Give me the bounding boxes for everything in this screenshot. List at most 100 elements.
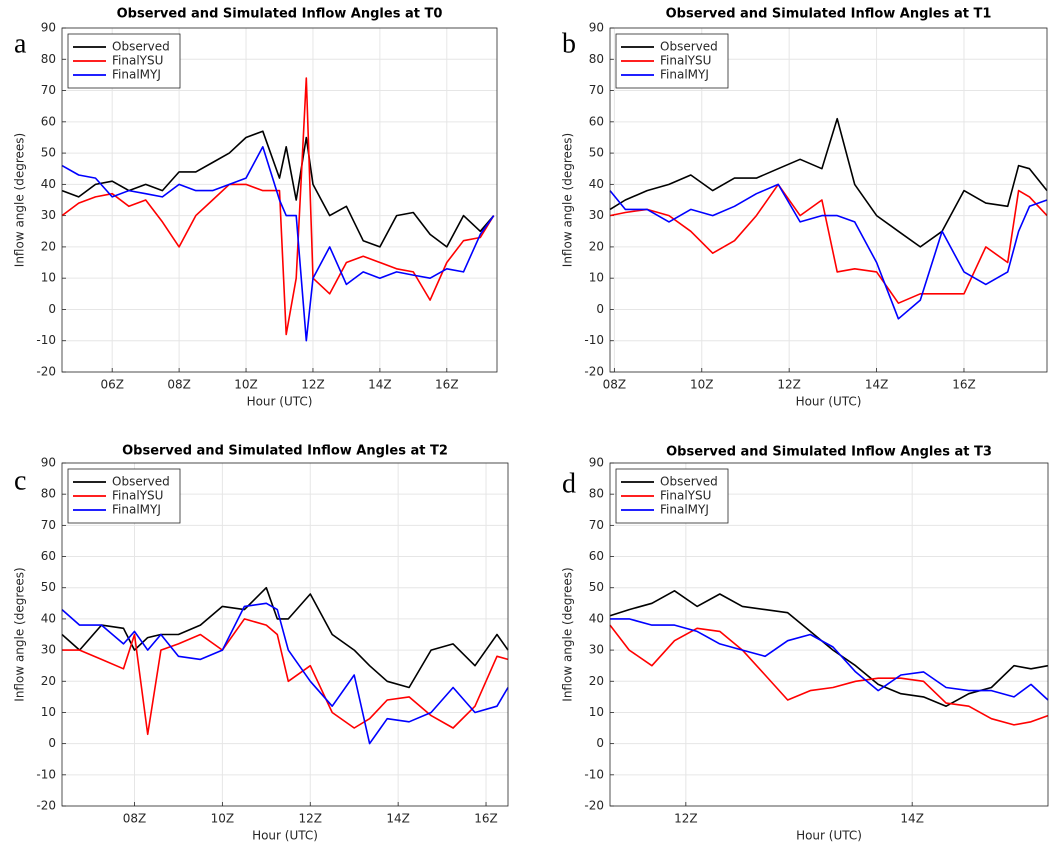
x-tick-label: 16Z xyxy=(952,378,976,392)
y-tick-label: 20 xyxy=(589,674,604,688)
y-tick-label: -20 xyxy=(584,365,604,379)
series-line xyxy=(609,183,1048,304)
x-tick-label: 14Z xyxy=(865,378,889,392)
y-tick-label: 60 xyxy=(41,114,56,128)
legend-label: FinalMYJ xyxy=(660,503,709,517)
plot-frame xyxy=(609,462,1049,807)
legend-label: FinalYSU xyxy=(660,54,711,68)
panel-label: a xyxy=(14,28,27,59)
y-tick-label: -10 xyxy=(36,767,56,781)
y-tick-label: 30 xyxy=(589,208,604,222)
y-tick-label: 80 xyxy=(589,487,604,501)
x-tick-label: 14Z xyxy=(900,812,924,826)
y-tick-label: 80 xyxy=(41,52,56,66)
y-tick-label: 10 xyxy=(41,705,56,719)
x-axis-label: Hour (UTC) xyxy=(796,395,862,409)
y-tick-label: 20 xyxy=(41,674,56,688)
y-tick-label: -20 xyxy=(36,365,56,379)
y-tick-label: -20 xyxy=(36,799,56,813)
legend-label: Observed xyxy=(112,40,170,54)
chart-title: Observed and Simulated Inflow Angles at … xyxy=(666,7,992,22)
x-tick-label: 08Z xyxy=(603,378,627,392)
y-tick-label: 40 xyxy=(41,611,56,625)
chart-title: Observed and Simulated Inflow Angles at … xyxy=(117,7,443,22)
y-tick-label: 60 xyxy=(589,114,604,128)
x-tick-label: 16Z xyxy=(474,812,498,826)
x-axis-label: Hour (UTC) xyxy=(252,829,318,843)
x-tick-label: 06Z xyxy=(100,378,124,392)
y-tick-label: 90 xyxy=(41,456,56,470)
y-tick-label: 40 xyxy=(41,177,56,191)
y-tick-label: -20 xyxy=(584,799,604,813)
legend-box xyxy=(67,468,181,524)
y-tick-label: 70 xyxy=(589,83,604,97)
chart-title: Observed and Simulated Inflow Angles at … xyxy=(122,444,448,459)
y-tick-label: 0 xyxy=(596,302,604,316)
y-tick-label: 0 xyxy=(596,736,604,750)
series-line xyxy=(61,146,495,342)
y-tick-label: 50 xyxy=(41,146,56,160)
series-line xyxy=(61,77,495,336)
y-tick-label: 90 xyxy=(589,21,604,35)
legend-label: FinalMYJ xyxy=(112,68,161,82)
y-tick-label: 70 xyxy=(41,518,56,532)
series-line xyxy=(609,183,1048,320)
y-tick-label: 30 xyxy=(41,643,56,657)
series-line xyxy=(609,117,1048,248)
y-axis-label: Inflow angle (degrees) xyxy=(561,567,575,701)
y-tick-label: 70 xyxy=(41,83,56,97)
y-tick-label: 80 xyxy=(41,487,56,501)
y-axis-label: Inflow angle (degrees) xyxy=(13,567,27,701)
panel: -20 -10 0 10 20 30 40 50 60 70 80 90 08Z 10Z 12Z 14Z 16Z… xyxy=(13,444,509,843)
y-tick-label: 10 xyxy=(589,271,604,285)
plot-frame xyxy=(61,462,509,807)
series-line xyxy=(610,618,1049,701)
y-tick-label: 50 xyxy=(589,580,604,594)
x-axis-label: Hour (UTC) xyxy=(247,395,313,409)
panel: -20 -10 0 10 20 30 40 50 60 70 80 90 06Z 08Z 10Z 12Z 14Z… xyxy=(13,7,498,409)
x-tick-label: 16Z xyxy=(435,378,459,392)
legend-label: FinalMYJ xyxy=(112,503,161,517)
panel-label: d xyxy=(562,468,576,499)
y-axis-label: Inflow angle (degrees) xyxy=(561,133,575,267)
x-tick-label: 10Z xyxy=(690,378,714,392)
series-line xyxy=(61,130,495,248)
y-tick-label: 20 xyxy=(589,239,604,253)
y-tick-label: 40 xyxy=(589,611,604,625)
x-tick-label: 08Z xyxy=(167,378,191,392)
y-tick-label: 60 xyxy=(589,549,604,563)
y-tick-label: 30 xyxy=(41,208,56,222)
y-tick-label: 10 xyxy=(589,705,604,719)
series-line xyxy=(609,590,1049,707)
x-axis-label: Hour (UTC) xyxy=(796,829,862,843)
y-tick-label: 80 xyxy=(589,52,604,66)
y-tick-label: 0 xyxy=(48,302,56,316)
y-tick-label: 10 xyxy=(41,271,56,285)
y-tick-label: 20 xyxy=(41,239,56,253)
y-tick-label: 90 xyxy=(589,456,604,470)
y-tick-label: -10 xyxy=(36,333,56,347)
y-tick-label: 60 xyxy=(41,549,56,563)
x-tick-label: 08Z xyxy=(123,812,147,826)
panel: -20 -10 0 10 20 30 40 50 60 70 80 90 12Z 14Z Observed … xyxy=(561,445,1049,843)
plot-frame xyxy=(609,27,1048,373)
x-tick-label: 10Z xyxy=(234,378,258,392)
y-tick-label: 40 xyxy=(589,177,604,191)
x-tick-label: 14Z xyxy=(368,378,392,392)
x-tick-label: 12Z xyxy=(674,812,698,826)
series-line xyxy=(61,602,509,745)
y-tick-label: 50 xyxy=(41,580,56,594)
chart-title: Observed and Simulated Inflow Angles at … xyxy=(666,445,992,460)
series-line xyxy=(62,618,509,736)
y-tick-label: 0 xyxy=(48,736,56,750)
legend-label: Observed xyxy=(660,475,718,489)
legend-label: Observed xyxy=(112,475,170,489)
legend-label: FinalYSU xyxy=(112,489,163,503)
legend-label: FinalMYJ xyxy=(660,68,709,82)
y-axis-label: Inflow angle (degrees) xyxy=(13,133,27,267)
legend-label: Observed xyxy=(660,40,718,54)
legend-label: FinalYSU xyxy=(660,489,711,503)
panel-label: b xyxy=(562,28,576,59)
panel-label: c xyxy=(14,465,26,496)
